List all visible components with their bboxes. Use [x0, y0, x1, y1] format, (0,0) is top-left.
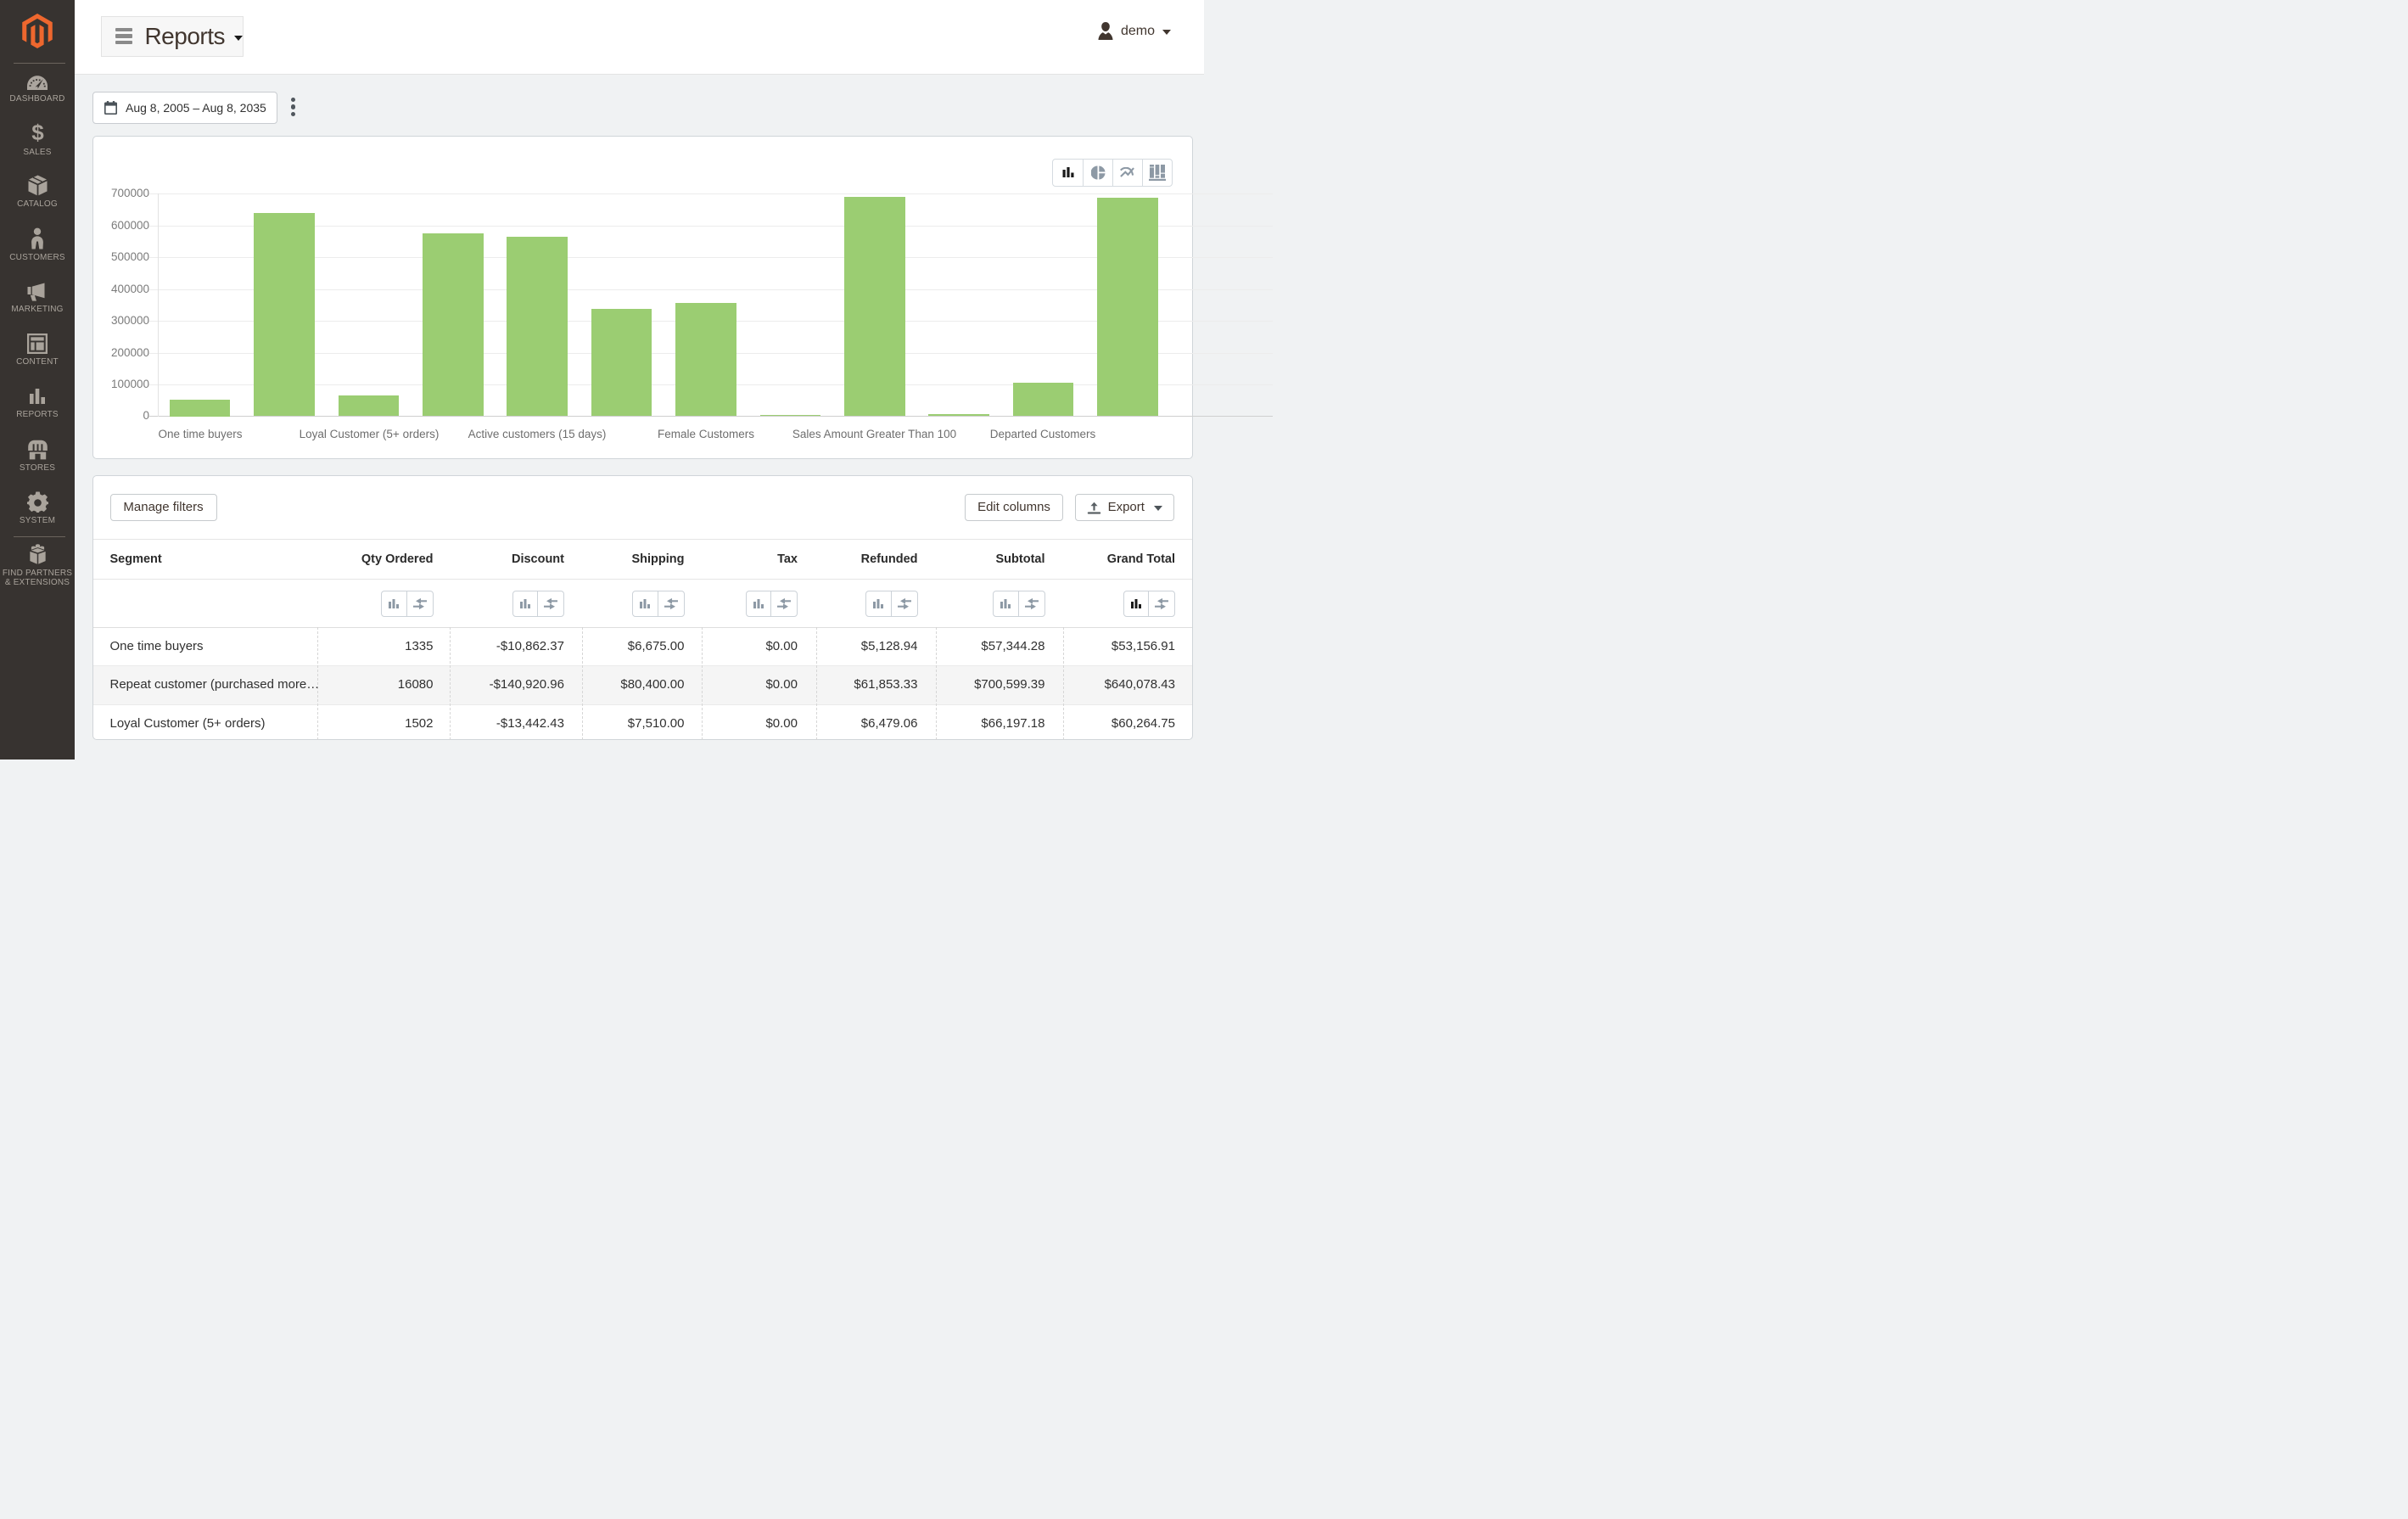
svg-text:$: $ — [31, 122, 44, 144]
